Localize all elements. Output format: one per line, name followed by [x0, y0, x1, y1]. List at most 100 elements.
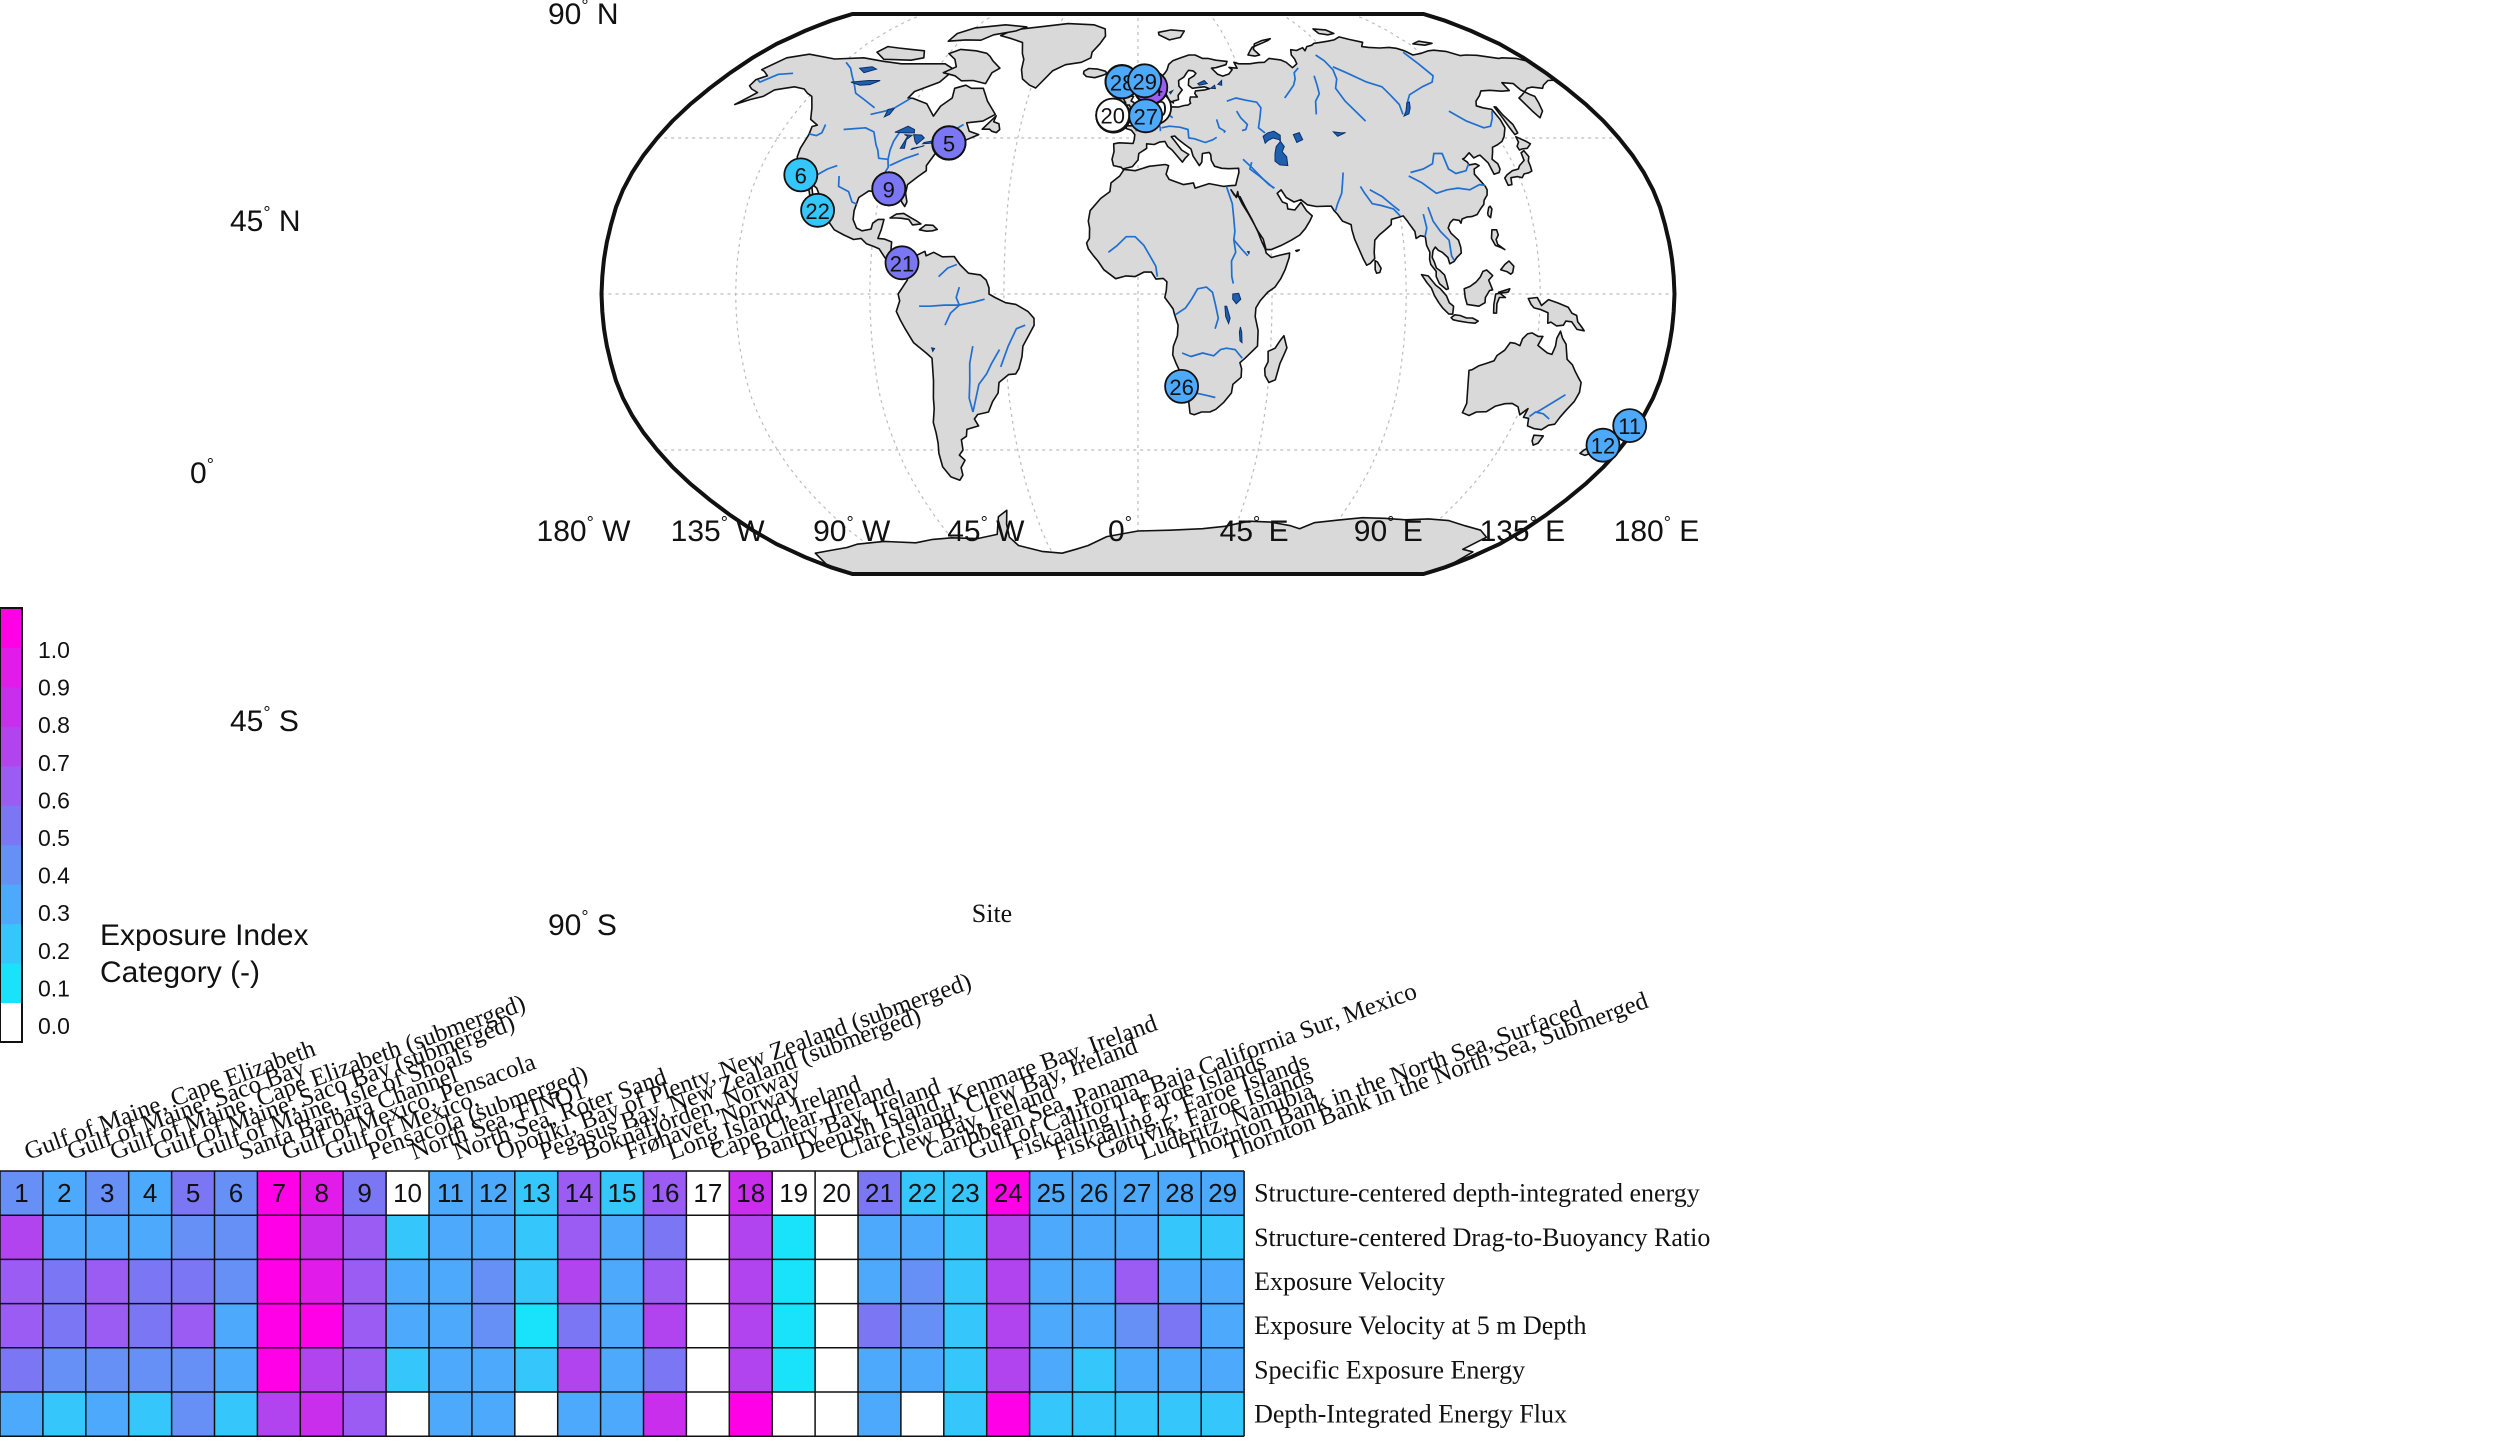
longitude-label: 135° W — [671, 513, 766, 548]
colorbar-block — [0, 686, 22, 727]
heatmap-cell — [1201, 1259, 1245, 1304]
map-frame — [599, 12, 1677, 576]
heatmap-header-cell — [386, 1171, 430, 1216]
heatmap-cell — [1029, 1259, 1073, 1304]
latitude-label: 90° N — [548, 0, 619, 31]
land-hispaniola — [918, 224, 939, 232]
heatmap-cell — [429, 1303, 473, 1349]
heatmap-column-number: 25 — [1037, 1178, 1066, 1208]
heatmap-column-number: 29 — [1208, 1178, 1237, 1208]
heatmap-cell — [643, 1303, 687, 1349]
site-marker-12[interactable]: 12 — [1585, 427, 1621, 463]
heatmap-cell — [557, 1259, 601, 1304]
heatmap-row-label: Specific Exposure Energy — [1254, 1355, 1525, 1384]
heatmap-cell — [214, 1392, 258, 1437]
heatmap-cell — [1158, 1303, 1202, 1349]
heatmap-cell — [1115, 1259, 1159, 1304]
lake — [899, 134, 914, 149]
heatmap-cell — [429, 1259, 473, 1304]
heatmap-row-label: Depth-Integrated Energy Flux — [1254, 1400, 1567, 1429]
latitude-label: 0° — [190, 455, 214, 490]
heatmap-cell — [300, 1347, 344, 1393]
heatmap-header-cell — [557, 1171, 601, 1216]
heatmap-cell — [643, 1215, 687, 1260]
latitude-labels: 90° N 45° N 0° 45° S 90° S — [190, 0, 619, 942]
site-marker-11[interactable]: 11 — [1612, 408, 1648, 444]
heatmap-column-number: 4 — [143, 1178, 157, 1208]
heatmap-header-cell — [600, 1171, 644, 1216]
heatmap-column-number: 1 — [14, 1178, 28, 1208]
heatmap-cell — [214, 1259, 258, 1304]
heatmap-header-cell — [171, 1171, 215, 1216]
lake — [1209, 84, 1217, 90]
heatmap-header-cell — [1115, 1171, 1159, 1216]
colorbar-block — [0, 765, 22, 806]
heatmap-cell — [42, 1392, 87, 1437]
site-marker-5[interactable]: 5 — [931, 125, 967, 161]
land-mindanao — [1499, 260, 1515, 275]
heatmap-cell — [815, 1392, 859, 1437]
heatmap-cell — [600, 1392, 644, 1437]
heatmap-header-cell — [1201, 1171, 1245, 1216]
heatmap-cell — [1158, 1392, 1202, 1437]
heatmap-cell — [514, 1347, 559, 1393]
heatmap-cell — [1115, 1392, 1159, 1437]
site-marker-6[interactable]: 6 — [783, 157, 819, 193]
site-marker-circle — [1127, 63, 1163, 99]
colorbar-block — [0, 844, 22, 885]
heatmap-cell — [900, 1215, 945, 1260]
colorbar-block — [0, 647, 22, 688]
heatmap-cell — [1072, 1347, 1116, 1393]
colorbar-tick-label: 0.3 — [38, 900, 70, 926]
heatmap-cell — [42, 1347, 87, 1393]
heatmap-cell — [943, 1303, 988, 1349]
site-marker-circle — [1164, 368, 1199, 404]
site-marker-22[interactable]: 22 — [800, 192, 835, 228]
heatmap-cell — [557, 1347, 601, 1393]
land-iceland — [1082, 67, 1108, 79]
site-marker-20[interactable]: 20 — [1095, 97, 1131, 133]
heatmap-cell — [815, 1215, 859, 1260]
site-marker-label: 9 — [883, 177, 895, 202]
heatmap-cell — [1201, 1392, 1245, 1437]
river — [1528, 411, 1550, 420]
heatmap-cell — [257, 1347, 301, 1393]
heatmap-column-number: 12 — [479, 1178, 508, 1208]
site-marker-26[interactable]: 26 — [1164, 368, 1199, 404]
site-marker-27[interactable]: 27 — [1128, 98, 1164, 134]
colorbar-tick-label: 0.8 — [38, 712, 70, 738]
site-marker-21[interactable]: 21 — [884, 245, 920, 281]
heatmap-column-number: 14 — [565, 1178, 594, 1208]
river — [968, 345, 974, 413]
latitude-label: 45° N — [230, 203, 301, 238]
site-marker-label: 29 — [1132, 69, 1156, 94]
heatmap-column-number: 15 — [608, 1178, 637, 1208]
heatmap-cell — [986, 1215, 1030, 1260]
heatmap-cell — [171, 1303, 215, 1349]
site-marker-29[interactable]: 29 — [1127, 63, 1163, 99]
heatmap-cell — [1158, 1215, 1202, 1260]
land-newfoundland — [981, 115, 1001, 134]
heatmap-cell — [1072, 1259, 1116, 1304]
river — [1332, 66, 1404, 115]
heatmap-column-number: 20 — [822, 1178, 851, 1208]
heatmap-cell — [686, 1347, 730, 1393]
colorbar-block — [0, 805, 22, 846]
colorbar-tick-label: 1.0 — [38, 637, 70, 663]
heatmap-cell — [729, 1259, 773, 1304]
heatmap-cell — [257, 1303, 301, 1349]
heatmap-cell — [471, 1303, 516, 1349]
lake — [910, 145, 925, 151]
site-marker-label: 11 — [1618, 414, 1641, 439]
colorbar-block — [0, 608, 22, 648]
land-hokkaido — [1515, 135, 1532, 151]
site-marker-circle — [931, 125, 967, 161]
heatmap-cell — [257, 1259, 301, 1304]
lake — [1292, 131, 1304, 144]
site-word-label: Site — [972, 899, 1012, 928]
colorbar-tick-label: 0.0 — [38, 1013, 70, 1039]
site-marker-9[interactable]: 9 — [871, 171, 907, 207]
heatmap-column-number: 7 — [272, 1178, 286, 1208]
